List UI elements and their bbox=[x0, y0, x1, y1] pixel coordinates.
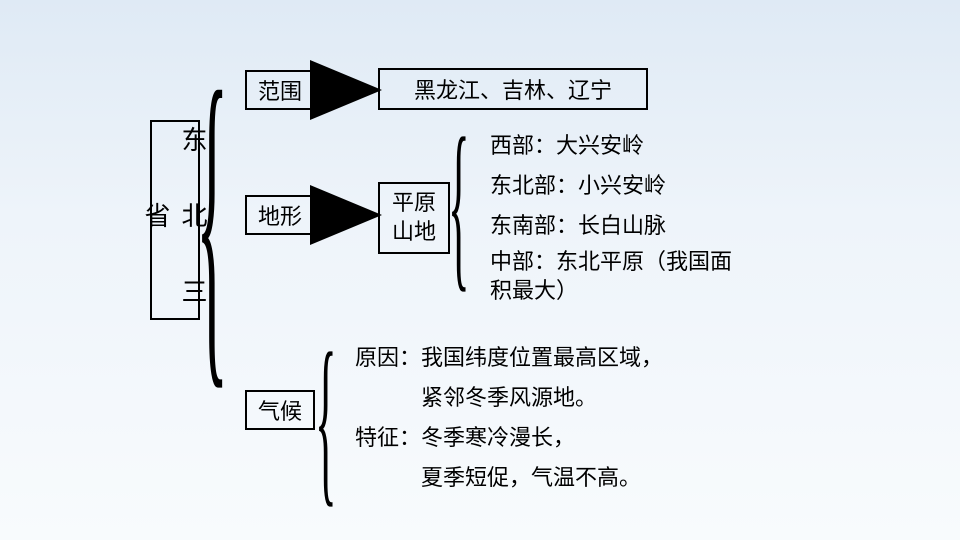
climate-item-a: 原因：我国纬度位置最高区域， bbox=[355, 340, 663, 372]
climate-box: 气候 bbox=[245, 390, 315, 430]
terrain-brace: { bbox=[448, 97, 470, 312]
terrain-item-a: 西部：大兴安岭 bbox=[490, 128, 644, 160]
terrain-item-c: 东南部：长白山脉 bbox=[490, 208, 666, 240]
terrain-item-d: 中部：东北平原（我国面积最大） bbox=[490, 248, 750, 305]
climate-label: 气候 bbox=[258, 394, 302, 426]
climate-item-d: 夏季短促，气温不高。 bbox=[355, 460, 641, 492]
arrow-terrain bbox=[0, 0, 960, 540]
terrain-subbox: 平原 山地 bbox=[378, 182, 450, 254]
terrain-item-b: 东北部：小兴安岭 bbox=[490, 168, 666, 200]
climate-brace: { bbox=[315, 312, 337, 527]
terrain-subbox-l1: 平原 bbox=[392, 189, 436, 218]
climate-item-c: 特征：冬季寒冷漫长， bbox=[355, 420, 575, 452]
climate-item-b: 紧邻冬季风源地。 bbox=[355, 380, 597, 412]
terrain-subbox-l2: 山地 bbox=[392, 218, 436, 247]
